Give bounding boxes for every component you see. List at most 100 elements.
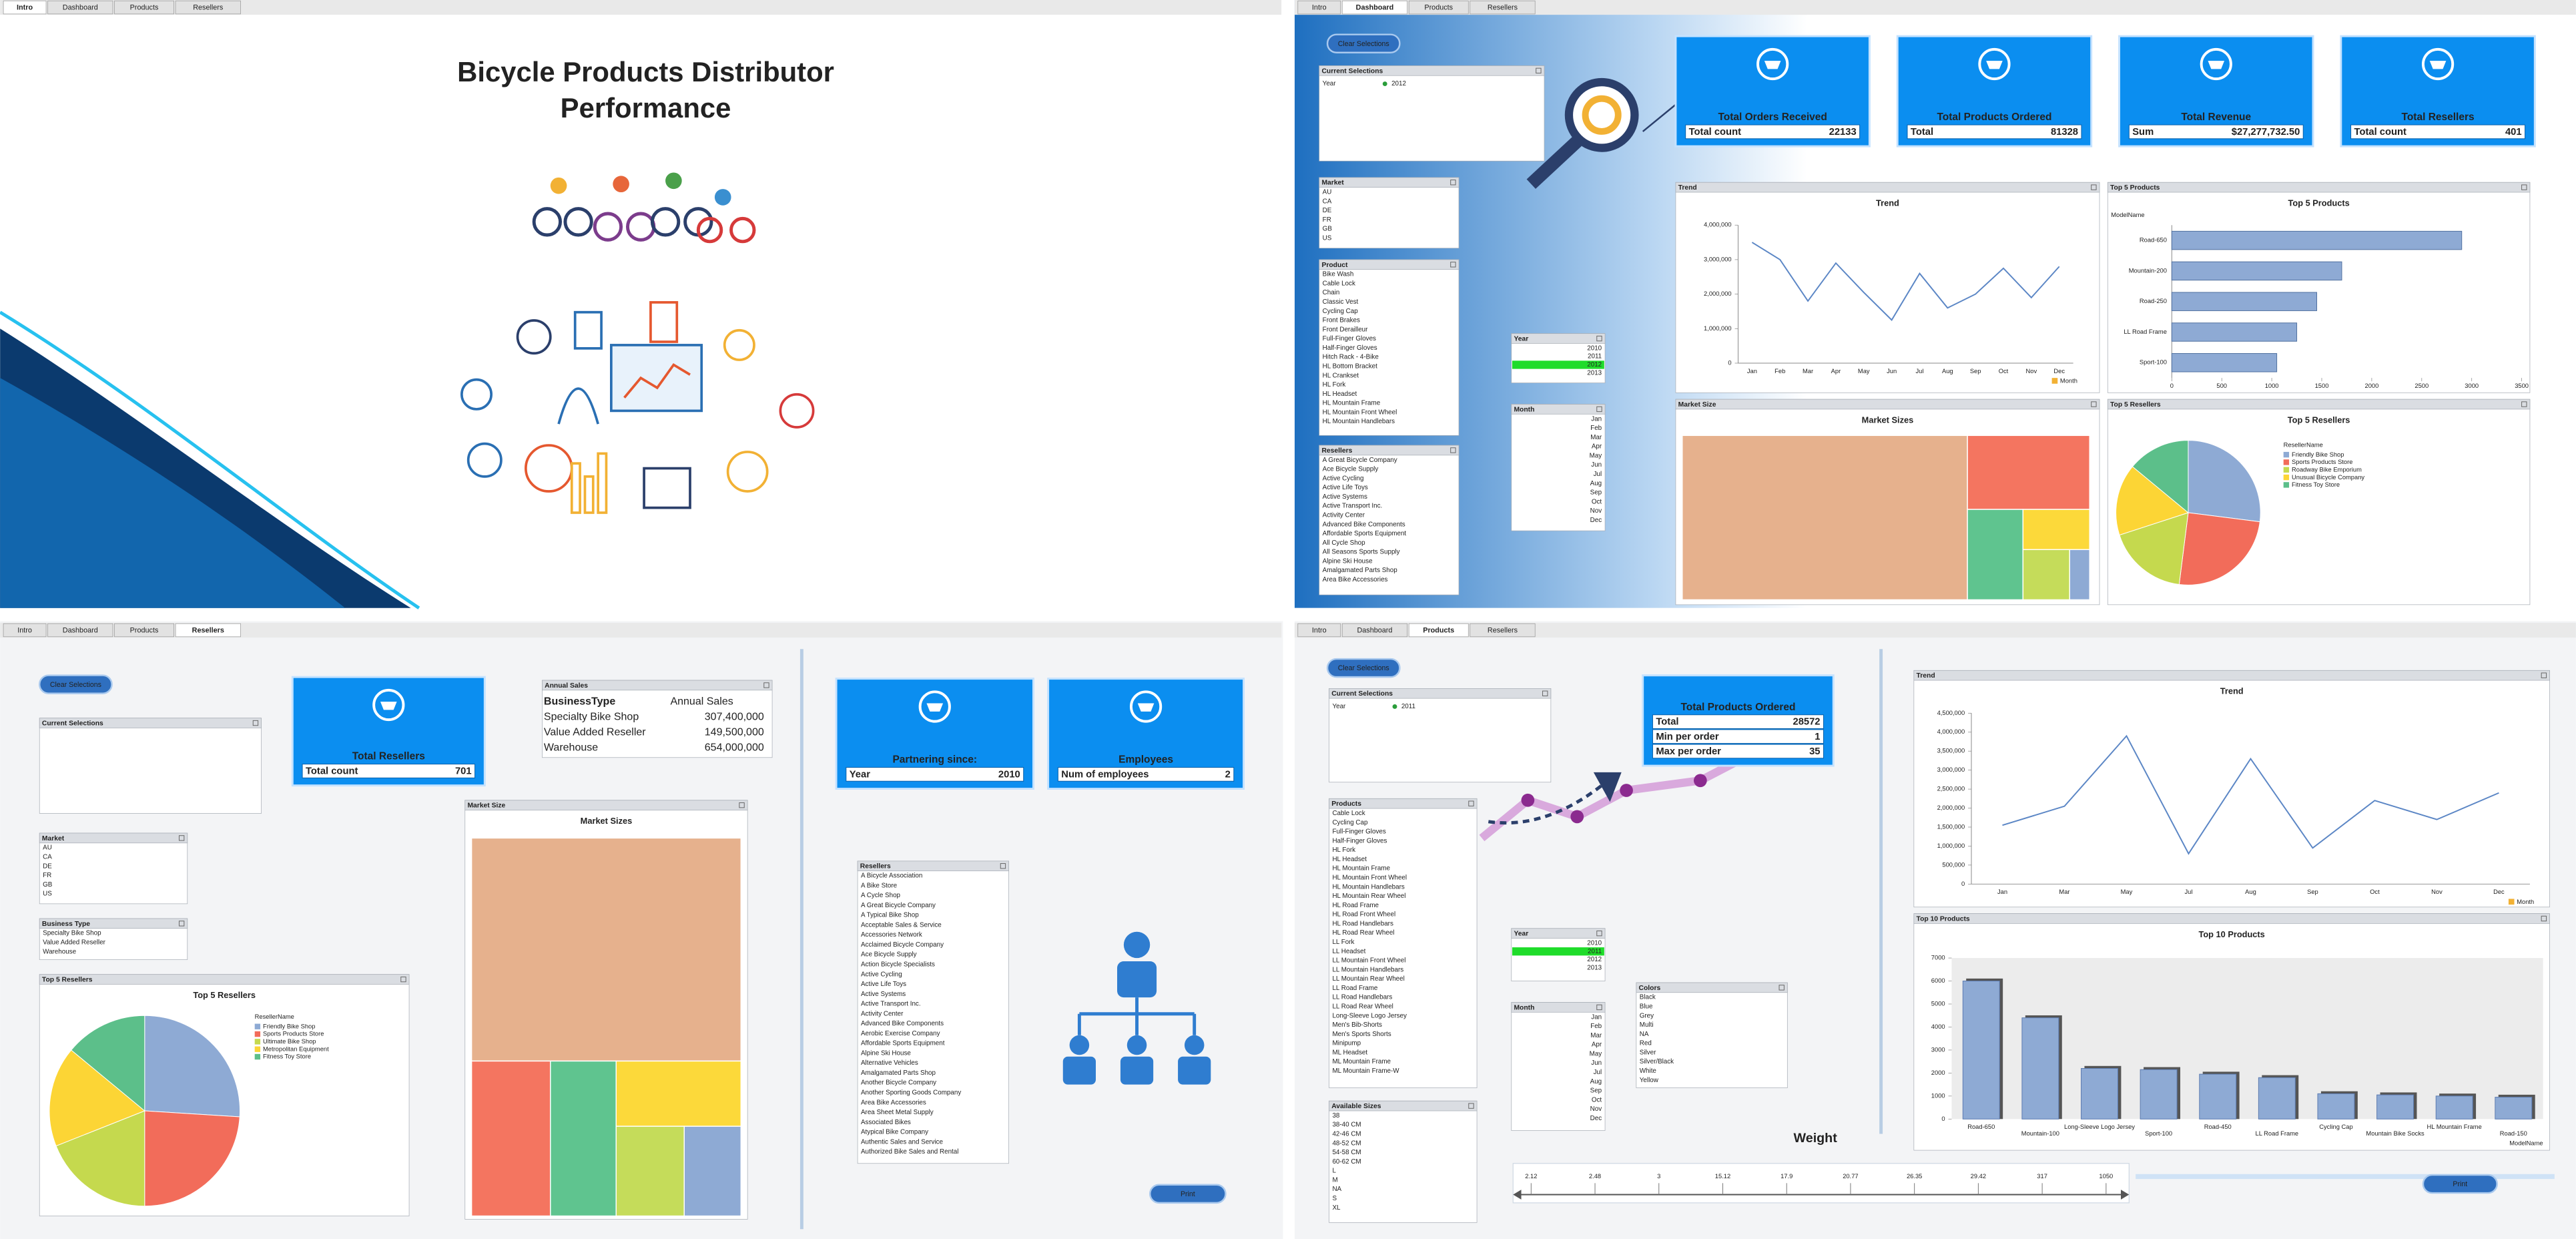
list-item[interactable]: Chain bbox=[1323, 289, 1340, 296]
button-label[interactable]: Print bbox=[1181, 1190, 1195, 1198]
panel-icon[interactable] bbox=[1468, 800, 1474, 806]
list-item[interactable]: LL Fork bbox=[1332, 939, 1354, 946]
list-item[interactable]: Activity Center bbox=[1323, 512, 1365, 519]
list-item[interactable]: L bbox=[1332, 1168, 1336, 1175]
list-item[interactable]: HL Fork bbox=[1332, 846, 1355, 854]
list-item[interactable]: 2011 bbox=[1588, 948, 1602, 955]
list-item[interactable]: Warehouse bbox=[43, 948, 76, 955]
list-item[interactable]: Front Derailleur bbox=[1323, 326, 1368, 333]
list-item[interactable]: HL Mountain Front Wheel bbox=[1332, 875, 1407, 882]
list-item[interactable]: Active Transport Inc. bbox=[861, 1001, 921, 1008]
list-item[interactable]: Acclaimed Bicycle Company bbox=[861, 941, 944, 949]
list-item[interactable]: 2013 bbox=[1587, 964, 1602, 971]
list-item[interactable]: Silver/Black bbox=[1640, 1058, 1674, 1065]
list-item[interactable]: 2010 bbox=[1587, 940, 1602, 947]
list-item[interactable]: 2012 bbox=[1587, 361, 1602, 368]
list-item[interactable]: Silver bbox=[1640, 1049, 1656, 1056]
list-item[interactable]: Oct bbox=[1592, 1096, 1602, 1103]
list-item[interactable]: Affordable Sports Equipment bbox=[861, 1040, 945, 1047]
button-label[interactable]: Print bbox=[2453, 1180, 2467, 1188]
list-item[interactable]: Accessories Network bbox=[861, 931, 922, 939]
list-item[interactable]: DE bbox=[43, 862, 52, 870]
list-item[interactable]: CA bbox=[43, 854, 52, 861]
list-item[interactable]: Specialty Bike Shop bbox=[43, 930, 101, 937]
list-item[interactable]: LL Road Frame bbox=[1332, 985, 1377, 992]
list-item[interactable]: Active Cycling bbox=[1323, 475, 1364, 482]
list-item[interactable]: Dec bbox=[1590, 1115, 1602, 1122]
list-item[interactable]: A Great Bicycle Company bbox=[861, 902, 936, 909]
list-item[interactable]: Cycling Cap bbox=[1332, 819, 1368, 826]
list-item[interactable]: S bbox=[1332, 1195, 1337, 1202]
list-item[interactable]: FR bbox=[43, 872, 51, 879]
list-item[interactable]: HL Bottom Bracket bbox=[1323, 363, 1377, 370]
list-item[interactable]: Long-Sleeve Logo Jersey bbox=[1332, 1012, 1407, 1019]
list-item[interactable]: ML Mountain Frame-W bbox=[1332, 1067, 1399, 1075]
button[interactable] bbox=[1326, 658, 1401, 678]
list-item[interactable]: Alpine Ski House bbox=[861, 1049, 911, 1057]
list-item[interactable]: Minipump bbox=[1332, 1040, 1361, 1047]
tab-label[interactable]: Products bbox=[130, 627, 159, 635]
tab-label[interactable]: Dashboard bbox=[63, 4, 98, 12]
list-item[interactable]: Jun bbox=[1591, 1059, 1602, 1067]
tab-label[interactable]: Dashboard bbox=[1357, 627, 1392, 635]
list-item[interactable]: Associated Bikes bbox=[861, 1119, 911, 1126]
list-item[interactable]: Authentic Sales and Service bbox=[861, 1138, 943, 1146]
list-item[interactable]: Atypical Bike Company bbox=[861, 1129, 928, 1136]
tab-label[interactable]: Dashboard bbox=[1356, 4, 1394, 12]
button-label[interactable]: Clear Selections bbox=[50, 681, 101, 689]
list-item[interactable]: Jul bbox=[1594, 471, 1602, 478]
tab[interactable] bbox=[1408, 623, 1469, 638]
list-item[interactable]: LL Mountain Handlebars bbox=[1332, 966, 1403, 973]
list-item[interactable]: Cable Lock bbox=[1323, 280, 1355, 287]
list-item[interactable]: ML Headset bbox=[1332, 1049, 1367, 1056]
list-item[interactable]: Sep bbox=[1590, 489, 1602, 497]
list-item[interactable]: US bbox=[43, 891, 52, 898]
list-item[interactable]: Affordable Sports Equipment bbox=[1323, 530, 1407, 537]
panel-icon[interactable] bbox=[1596, 335, 1602, 342]
panel-icon[interactable] bbox=[2541, 915, 2547, 922]
panel-icon[interactable] bbox=[178, 835, 185, 841]
tab-label[interactable]: Intro bbox=[1312, 4, 1327, 12]
list-item[interactable]: HL Crankset bbox=[1323, 372, 1359, 379]
panel-icon[interactable] bbox=[1542, 690, 1548, 696]
panel-icon[interactable] bbox=[1596, 1004, 1602, 1011]
list-item[interactable]: Active Cycling bbox=[861, 971, 902, 978]
tab-label[interactable]: Intro bbox=[1312, 627, 1327, 635]
tab[interactable] bbox=[114, 0, 174, 15]
list-item[interactable]: DE bbox=[1323, 207, 1332, 214]
list-item[interactable]: Multi bbox=[1640, 1021, 1654, 1029]
panel-icon[interactable] bbox=[2091, 401, 2097, 407]
tab[interactable] bbox=[47, 623, 113, 638]
list-item[interactable]: Area Bike Accessories bbox=[1323, 576, 1388, 583]
panel-icon[interactable] bbox=[1596, 930, 1602, 937]
panel-icon[interactable] bbox=[763, 682, 769, 688]
list-item[interactable]: Full-Finger Gloves bbox=[1323, 335, 1376, 342]
list-item[interactable]: A Cycle Shop bbox=[861, 892, 901, 899]
tab[interactable] bbox=[175, 0, 241, 15]
list-item[interactable]: 2012 bbox=[1587, 956, 1602, 963]
panel-icon[interactable] bbox=[2541, 672, 2547, 678]
list-item[interactable]: Front Brakes bbox=[1323, 317, 1360, 324]
tab[interactable] bbox=[47, 0, 113, 15]
list-item[interactable]: HL Mountain Frame bbox=[1332, 865, 1390, 873]
tab[interactable] bbox=[1297, 623, 1341, 638]
list-item[interactable]: Aug bbox=[1590, 480, 1602, 487]
tab-label[interactable]: Intro bbox=[17, 4, 33, 12]
list-item[interactable]: A Bicycle Association bbox=[861, 873, 922, 880]
list-item[interactable]: M bbox=[1332, 1176, 1337, 1184]
list-item[interactable]: Red bbox=[1640, 1040, 1652, 1047]
list-item[interactable]: 2010 bbox=[1587, 344, 1602, 352]
button[interactable] bbox=[39, 674, 113, 694]
tab[interactable] bbox=[1297, 0, 1341, 15]
list-item[interactable]: Another Sporting Goods Company bbox=[861, 1089, 961, 1097]
list-item[interactable]: A Typical Bike Shop bbox=[861, 912, 919, 919]
list-item[interactable]: HL Mountain Front Wheel bbox=[1323, 409, 1397, 416]
panel-icon[interactable] bbox=[2521, 401, 2527, 407]
panel-icon[interactable] bbox=[2521, 184, 2527, 190]
list-item[interactable]: 48-52 CM bbox=[1332, 1140, 1361, 1147]
list-item[interactable]: Feb bbox=[1590, 425, 1602, 432]
panel-icon[interactable] bbox=[1536, 67, 1542, 74]
list-item[interactable]: Advanced Bike Components bbox=[1323, 521, 1405, 528]
list-item[interactable]: Active Systems bbox=[1323, 493, 1367, 501]
list-item[interactable]: Ace Bicycle Supply bbox=[1323, 466, 1379, 473]
